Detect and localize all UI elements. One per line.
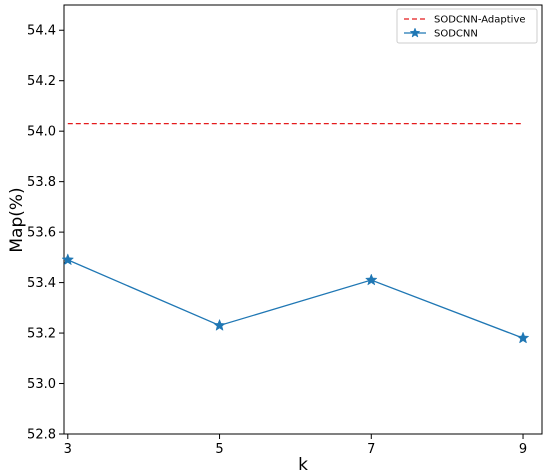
y-axis-label: Map(%) xyxy=(7,187,27,252)
x-tick-label: 3 xyxy=(64,442,72,457)
y-axis-ticks: 52.8 53.0 53.2 53.4 53.6 53.8 54.0 54.2 54.4 xyxy=(27,24,64,443)
x-tick-label: 7 xyxy=(367,442,375,457)
data-point-star xyxy=(516,331,530,344)
y-tick-label: 54.0 xyxy=(27,125,56,140)
series-line-sodcnn xyxy=(67,259,524,339)
y-tick-label: 54.2 xyxy=(27,74,56,89)
legend-marker-star xyxy=(409,27,421,38)
x-tick-label: 5 xyxy=(215,442,223,457)
data-point-star xyxy=(61,253,75,266)
legend: SODCNN-Adaptive SODCNN xyxy=(396,8,538,44)
data-point-star xyxy=(213,318,226,331)
series-layer xyxy=(61,122,530,344)
legend-box xyxy=(396,8,538,44)
x-axis-label: k xyxy=(298,455,308,475)
x-tick-label: 9 xyxy=(519,442,527,457)
y-tick-label: 53.8 xyxy=(27,175,56,190)
y-tick-label: 53.4 xyxy=(27,276,56,291)
data-point-star xyxy=(364,273,378,286)
x-axis-ticks: 3 5 7 9 xyxy=(64,434,527,457)
y-tick-label: 54.4 xyxy=(27,24,56,39)
y-tick-label: 52.8 xyxy=(27,428,56,443)
plot-frame xyxy=(63,4,543,435)
y-tick-label: 53.2 xyxy=(27,327,56,342)
y-tick-label: 53.6 xyxy=(27,226,56,241)
legend-entry-label: SODCNN xyxy=(434,29,478,40)
y-tick-label: 53.0 xyxy=(27,377,56,392)
legend-entry-label: SODCNN-Adaptive xyxy=(434,15,526,26)
